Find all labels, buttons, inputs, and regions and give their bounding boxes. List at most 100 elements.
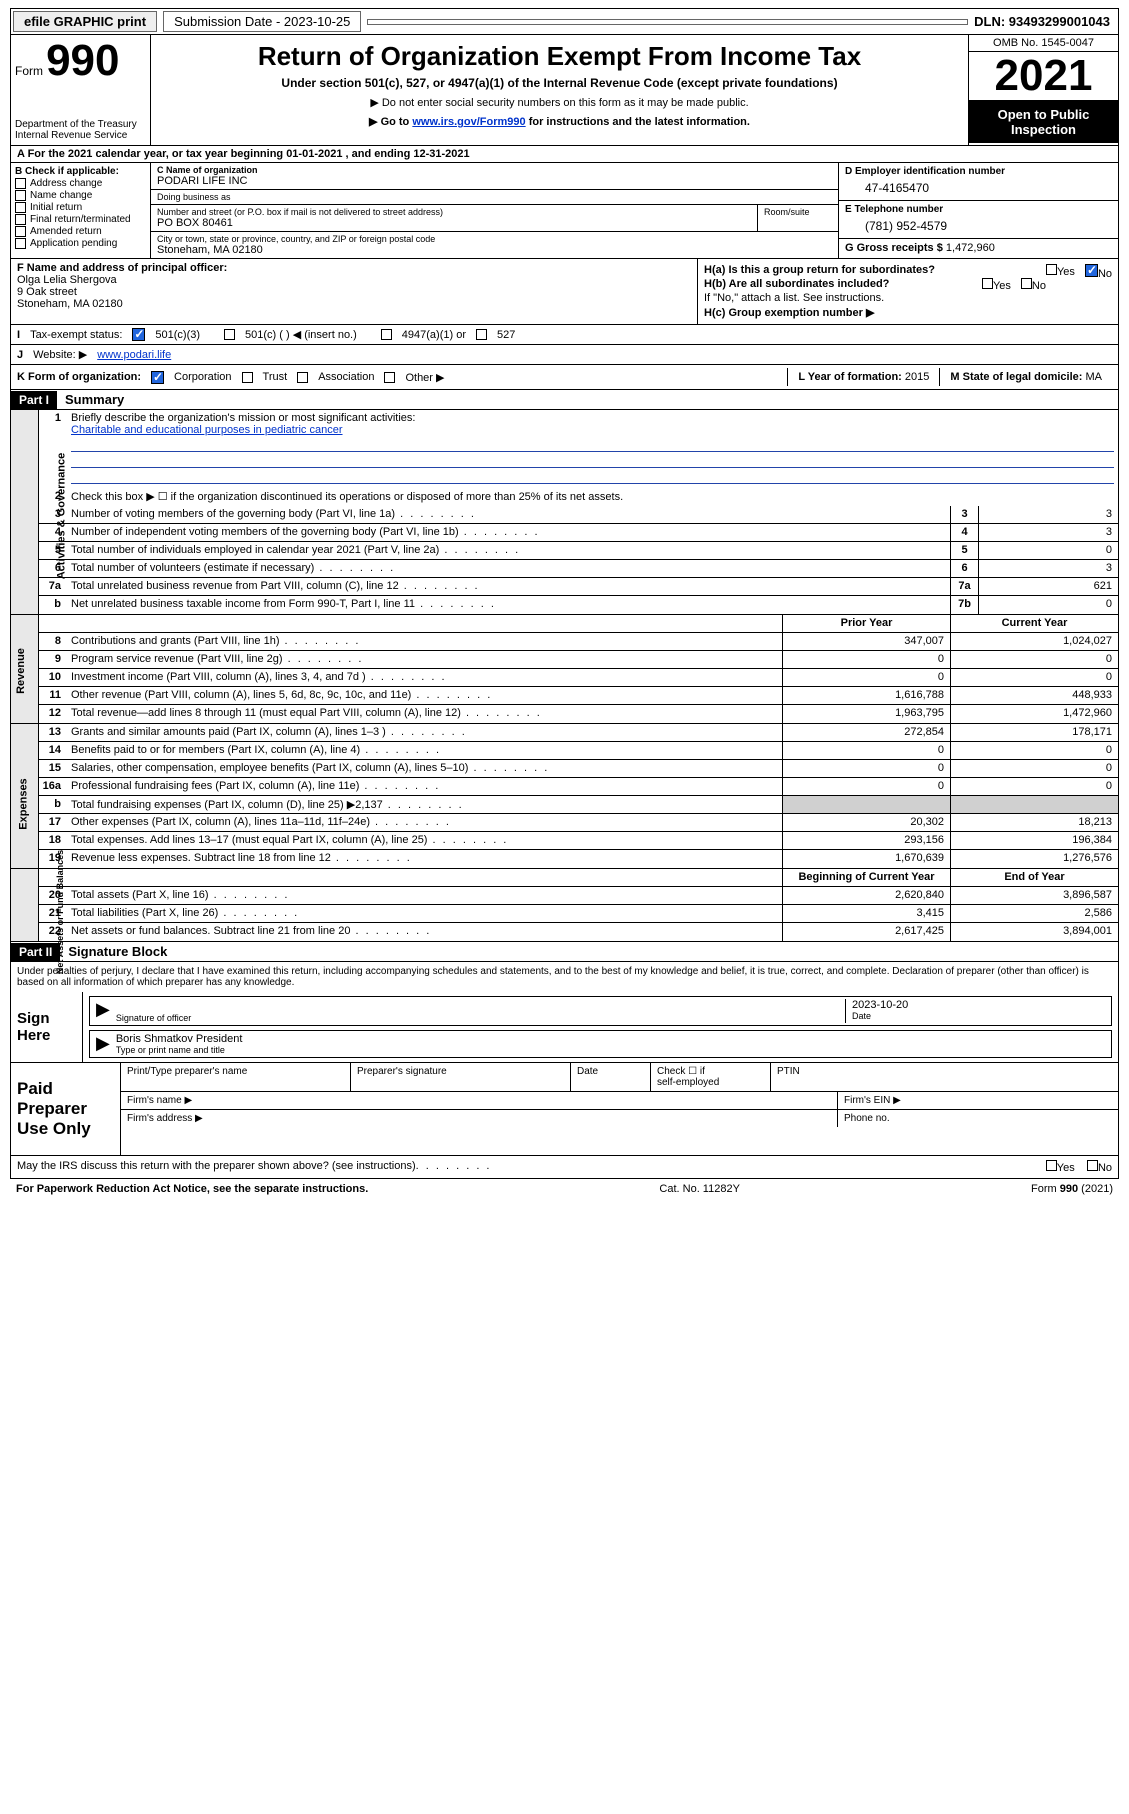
cat-no: Cat. No. 11282Y (659, 1183, 740, 1195)
table-row: 18 Total expenses. Add lines 13–17 (must… (39, 832, 1118, 850)
chk-4947[interactable] (381, 329, 392, 340)
form-footer: Form 990 (2021) (1031, 1183, 1113, 1195)
form-word: Form (15, 64, 43, 78)
efile-button[interactable]: efile GRAPHIC print (13, 11, 157, 32)
chk-corporation[interactable] (151, 371, 164, 384)
part-i-header: Part I Summary (10, 390, 1119, 410)
chk-501c[interactable] (224, 329, 235, 340)
table-row: 12 Total revenue—add lines 8 through 11 … (39, 705, 1118, 723)
chk-amended-return[interactable] (15, 226, 26, 237)
chk-initial-return[interactable] (15, 202, 26, 213)
ha-yes[interactable] (1046, 264, 1057, 275)
tax-year: 2021 (969, 52, 1118, 101)
col-begin-year: Beginning of Current Year (782, 869, 950, 886)
gross-receipts: 1,472,960 (946, 242, 995, 254)
table-row: 7a Total unrelated business revenue from… (39, 578, 1118, 596)
omb-number: OMB No. 1545-0047 (969, 35, 1118, 52)
line-a: A For the 2021 calendar year, or tax yea… (10, 146, 1119, 163)
chk-name-change[interactable] (15, 190, 26, 201)
section-b-to-g: B Check if applicable: Address change Na… (10, 163, 1119, 259)
hb-no[interactable] (1021, 278, 1032, 289)
prep-selfemployed: Check ☐ ifself-employed (651, 1063, 771, 1091)
table-row: 21 Total liabilities (Part X, line 26) 3… (39, 905, 1118, 923)
table-row: 22 Net assets or fund balances. Subtract… (39, 923, 1118, 941)
table-row: 20 Total assets (Part X, line 16) 2,620,… (39, 887, 1118, 905)
section-k-l-m: K Form of organization: Corporation Trus… (10, 365, 1119, 390)
chk-address-change[interactable] (15, 178, 26, 189)
discuss-no[interactable] (1087, 1160, 1098, 1171)
top-bar: efile GRAPHIC print Submission Date - 20… (10, 8, 1119, 35)
summary-governance: Activities & Governance 1 Briefly descri… (10, 410, 1119, 615)
signature-field[interactable] (116, 999, 845, 1013)
chk-other[interactable] (384, 372, 395, 383)
form-header: Form 990 Department of the Treasury Inte… (10, 35, 1119, 146)
signature-date: 2023-10-20 (852, 999, 1105, 1011)
table-row: 9 Program service revenue (Part VIII, li… (39, 651, 1118, 669)
chk-final-return[interactable] (15, 214, 26, 225)
form-subtitle: Under section 501(c), 527, or 4947(a)(1)… (161, 76, 958, 90)
website-link[interactable]: www.podari.life (97, 349, 171, 361)
col-prior-year: Prior Year (782, 615, 950, 632)
ha-no[interactable] (1085, 264, 1098, 277)
mission-text[interactable]: Charitable and educational purposes in p… (71, 424, 343, 436)
street-address: PO BOX 80461 (157, 217, 751, 229)
chk-527[interactable] (476, 329, 487, 340)
side-label-revenue: Revenue (14, 648, 26, 694)
goto-note: ▶ Go to www.irs.gov/Form990 for instruct… (161, 115, 958, 128)
table-row: 10 Investment income (Part VIII, column … (39, 669, 1118, 687)
table-row: b Total fundraising expenses (Part IX, c… (39, 796, 1118, 814)
open-inspection: Open to Public Inspection (969, 101, 1118, 143)
paid-preparer-block: Paid Preparer Use Only Print/Type prepar… (10, 1063, 1119, 1156)
section-i: I Tax-exempt status: 501(c)(3) 501(c) ( … (10, 325, 1119, 345)
signature-block: Under penalties of perjury, I declare th… (10, 962, 1119, 1063)
section-d-e-g: D Employer identification number 47-4165… (838, 163, 1118, 258)
penalty-text: Under penalties of perjury, I declare th… (11, 962, 1118, 992)
section-j: J Website: ▶ www.podari.life (10, 345, 1119, 365)
ssn-note: ▶ Do not enter social security numbers o… (161, 96, 958, 109)
dln-label: DLN: 93493299001043 (974, 14, 1116, 29)
table-row: 15 Salaries, other compensation, employe… (39, 760, 1118, 778)
arrow-icon: ▶ (96, 1033, 110, 1055)
spacer (367, 19, 968, 25)
department-label: Department of the Treasury Internal Reve… (15, 119, 146, 141)
section-f-h: F Name and address of principal officer:… (10, 259, 1119, 325)
org-name: PODARI LIFE INC (157, 175, 832, 187)
chk-501c3[interactable] (132, 328, 145, 341)
officer-addr1: 9 Oak street (17, 286, 691, 298)
paid-preparer-label: Paid Preparer Use Only (11, 1063, 121, 1155)
firm-phone: Phone no. (838, 1110, 1118, 1127)
table-row: 13 Grants and similar amounts paid (Part… (39, 724, 1118, 742)
table-row: 11 Other revenue (Part VIII, column (A),… (39, 687, 1118, 705)
side-label-expenses: Expenses (17, 778, 29, 829)
prep-date-header: Date (571, 1063, 651, 1091)
table-row: 3 Number of voting members of the govern… (39, 506, 1118, 524)
firm-address: Firm's address ▶ (121, 1110, 838, 1127)
submission-date: Submission Date - 2023-10-25 (163, 11, 361, 32)
prep-name-header: Print/Type preparer's name (121, 1063, 351, 1091)
table-row: 17 Other expenses (Part IX, column (A), … (39, 814, 1118, 832)
prep-ptin-header: PTIN (771, 1063, 1118, 1091)
year-formation: 2015 (905, 371, 929, 383)
pra-notice: For Paperwork Reduction Act Notice, see … (16, 1183, 368, 1195)
section-c: C Name of organization PODARI LIFE INC D… (151, 163, 838, 258)
summary-netassets: Net Assets or Fund Balances Beginning of… (10, 869, 1119, 942)
hb-yes[interactable] (982, 278, 993, 289)
table-row: 5 Total number of individuals employed i… (39, 542, 1118, 560)
irs-link[interactable]: www.irs.gov/Form990 (412, 116, 525, 128)
table-row: 16a Professional fundraising fees (Part … (39, 778, 1118, 796)
chk-trust[interactable] (242, 372, 253, 383)
city-state-zip: Stoneham, MA 02180 (157, 244, 832, 256)
chk-association[interactable] (297, 372, 308, 383)
table-row: 8 Contributions and grants (Part VIII, l… (39, 633, 1118, 651)
ein: 47-4165470 (845, 177, 1112, 197)
part-ii-header: Part II Signature Block (10, 942, 1119, 962)
discuss-yes[interactable] (1046, 1160, 1057, 1171)
side-label-governance: Activities & Governance (55, 453, 67, 580)
telephone: (781) 952-4579 (845, 215, 1112, 235)
chk-application-pending[interactable] (15, 238, 26, 249)
firm-name: Firm's name ▶ (121, 1092, 838, 1109)
col-current-year: Current Year (950, 615, 1118, 632)
section-b: B Check if applicable: Address change Na… (11, 163, 151, 258)
table-row: 19 Revenue less expenses. Subtract line … (39, 850, 1118, 868)
arrow-icon: ▶ (96, 999, 110, 1023)
